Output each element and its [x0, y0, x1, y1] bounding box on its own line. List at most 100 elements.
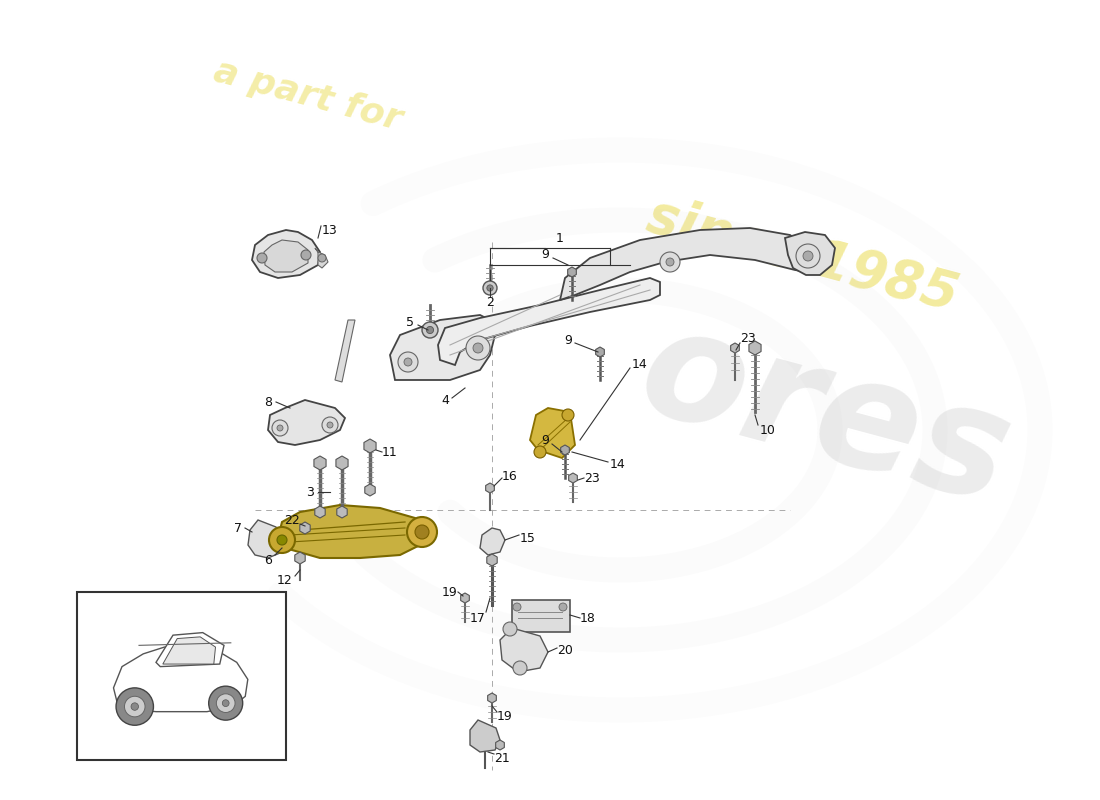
Text: 18: 18	[580, 611, 596, 625]
Circle shape	[562, 409, 574, 421]
Polygon shape	[569, 473, 578, 483]
Text: since 1985: since 1985	[642, 190, 964, 322]
Polygon shape	[113, 646, 248, 712]
Polygon shape	[337, 506, 348, 518]
Circle shape	[404, 358, 412, 366]
Polygon shape	[561, 445, 570, 455]
Polygon shape	[487, 693, 496, 703]
Text: 19: 19	[442, 586, 458, 598]
Text: 16: 16	[502, 470, 518, 482]
Text: a part for: a part for	[210, 54, 406, 138]
Text: 14: 14	[610, 458, 626, 471]
Polygon shape	[487, 554, 497, 566]
Circle shape	[209, 686, 243, 720]
Circle shape	[422, 322, 438, 338]
Circle shape	[270, 527, 295, 553]
Text: 13: 13	[322, 223, 338, 237]
Circle shape	[322, 417, 338, 433]
Circle shape	[318, 254, 326, 262]
Circle shape	[124, 696, 145, 717]
Circle shape	[398, 352, 418, 372]
Polygon shape	[470, 720, 500, 752]
Text: 14: 14	[632, 358, 648, 371]
Polygon shape	[252, 230, 320, 278]
Circle shape	[534, 446, 546, 458]
Text: 15: 15	[520, 531, 536, 545]
Circle shape	[466, 336, 490, 360]
Polygon shape	[315, 248, 328, 268]
Text: 23: 23	[740, 331, 756, 345]
Polygon shape	[315, 506, 326, 518]
Polygon shape	[749, 341, 761, 355]
Polygon shape	[156, 633, 224, 666]
Polygon shape	[596, 347, 604, 357]
Polygon shape	[248, 520, 283, 558]
Polygon shape	[500, 628, 548, 672]
Circle shape	[222, 700, 229, 706]
Circle shape	[272, 420, 288, 436]
Text: 11: 11	[382, 446, 398, 458]
Text: 7: 7	[234, 522, 242, 534]
Polygon shape	[364, 439, 376, 453]
Circle shape	[277, 535, 287, 545]
Polygon shape	[785, 232, 835, 275]
Polygon shape	[264, 240, 308, 272]
Text: 5: 5	[406, 315, 414, 329]
Circle shape	[217, 694, 235, 713]
Bar	[77, 592, 286, 760]
Polygon shape	[295, 552, 305, 564]
Circle shape	[473, 343, 483, 353]
Circle shape	[131, 703, 139, 710]
Circle shape	[117, 688, 153, 726]
Polygon shape	[480, 528, 505, 555]
Circle shape	[327, 422, 333, 428]
Polygon shape	[365, 484, 375, 496]
Polygon shape	[336, 320, 355, 382]
Circle shape	[277, 425, 283, 431]
Polygon shape	[568, 267, 576, 277]
Text: 22: 22	[284, 514, 300, 526]
Text: 3: 3	[306, 486, 313, 498]
Circle shape	[487, 285, 493, 291]
Polygon shape	[163, 637, 216, 664]
Polygon shape	[730, 343, 739, 353]
Polygon shape	[496, 740, 504, 750]
Polygon shape	[300, 522, 310, 534]
Circle shape	[660, 252, 680, 272]
Circle shape	[513, 661, 527, 675]
Circle shape	[301, 250, 311, 260]
Polygon shape	[390, 315, 495, 380]
Text: 9: 9	[541, 249, 549, 262]
Text: 4: 4	[441, 394, 449, 406]
Circle shape	[803, 251, 813, 261]
Bar	[512, 600, 570, 632]
Text: 9: 9	[564, 334, 572, 346]
Circle shape	[796, 244, 820, 268]
Circle shape	[257, 253, 267, 263]
Polygon shape	[438, 278, 660, 365]
Text: 2: 2	[486, 295, 494, 309]
Text: 1: 1	[557, 231, 564, 245]
Polygon shape	[530, 408, 575, 458]
Text: 17: 17	[470, 611, 486, 625]
Text: 9: 9	[541, 434, 549, 446]
Text: 19: 19	[497, 710, 513, 722]
Polygon shape	[486, 483, 494, 493]
Circle shape	[513, 603, 521, 611]
Circle shape	[503, 622, 517, 636]
Circle shape	[407, 517, 437, 547]
Circle shape	[427, 326, 433, 334]
Polygon shape	[314, 456, 326, 470]
Text: 10: 10	[760, 423, 775, 437]
Circle shape	[559, 603, 566, 611]
Polygon shape	[336, 456, 348, 470]
Text: 23: 23	[584, 471, 600, 485]
Polygon shape	[560, 228, 815, 300]
Text: 12: 12	[277, 574, 293, 586]
Polygon shape	[278, 505, 425, 558]
Circle shape	[666, 258, 674, 266]
Text: 6: 6	[264, 554, 272, 566]
Polygon shape	[268, 400, 345, 445]
Polygon shape	[461, 593, 470, 603]
Text: 20: 20	[557, 643, 573, 657]
